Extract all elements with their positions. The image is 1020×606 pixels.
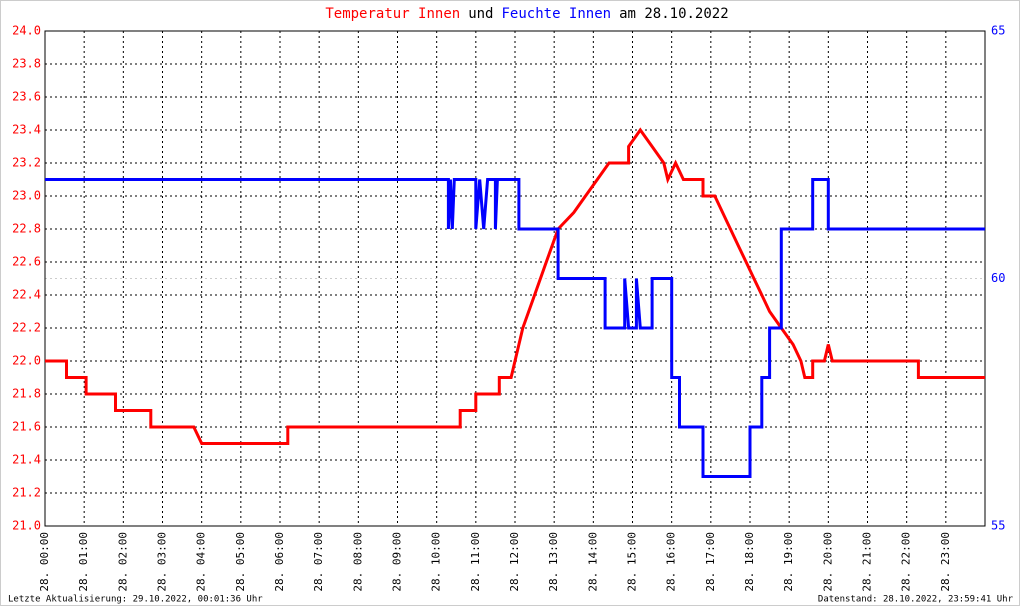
x-tick-label: 28. 16:00	[665, 532, 678, 592]
x-tick-label: 28. 17:00	[704, 532, 717, 592]
x-tick-label: 28. 10:00	[430, 532, 443, 592]
x-tick-label: 28. 02:00	[116, 532, 129, 592]
y-tick-label: 22.4	[12, 288, 41, 302]
y-tick-label: 23.8	[12, 57, 41, 71]
y-tick-label: 22.6	[12, 255, 41, 269]
x-tick-label: 28. 00:00	[38, 532, 51, 592]
y-tick-label: 23.0	[12, 189, 41, 203]
x-tick-label: 28. 08:00	[351, 532, 364, 592]
chart-title: Temperatur Innen und Feuchte Innen am 28.10…	[325, 6, 728, 22]
plot-border	[44, 30, 986, 527]
x-tick-label: 28. 09:00	[391, 532, 404, 592]
footer-right: Datenstand: 28.10.2022, 23:59:41 Uhr	[818, 595, 1014, 605]
y-tick-label: 21.6	[12, 420, 41, 434]
x-tick-label: 28. 05:00	[234, 532, 247, 592]
y2-tick-label: 65	[991, 24, 1005, 38]
y-tick-label: 24.0	[12, 24, 41, 38]
footer-left: Letzte Aktualisierung: 29.10.2022, 00:01…	[8, 595, 263, 605]
title-part: Feuchte Innen	[502, 6, 612, 22]
x-tick-label: 28. 18:00	[743, 532, 756, 592]
y-tick-label: 21.4	[12, 453, 41, 467]
x-tick-label: 28. 15:00	[626, 532, 639, 592]
y-tick-label: 22.0	[12, 354, 41, 368]
y-tick-label: 23.4	[12, 123, 41, 137]
x-tick-label: 28. 22:00	[900, 532, 913, 592]
x-tick-label: 28. 11:00	[469, 532, 482, 592]
y-tick-label: 23.6	[12, 90, 41, 104]
series-line	[45, 178, 985, 478]
y2-tick-label: 60	[991, 271, 1005, 285]
title-part: Temperatur Innen	[325, 6, 460, 22]
y-tick-label: 21.0	[12, 519, 41, 533]
y-tick-label: 21.8	[12, 387, 41, 401]
y-tick-label: 21.2	[12, 486, 41, 500]
x-tick-label: 28. 20:00	[821, 532, 834, 592]
x-tick-label: 28. 06:00	[273, 532, 286, 592]
y-tick-label: 22.2	[12, 321, 41, 335]
title-part: und	[468, 6, 493, 22]
x-tick-label: 28. 12:00	[508, 532, 521, 592]
y2-tick-label: 55	[991, 519, 1005, 533]
x-tick-label: 28. 04:00	[195, 532, 208, 592]
x-tick-label: 28. 03:00	[156, 532, 169, 592]
x-tick-label: 28. 23:00	[939, 532, 952, 592]
x-tick-label: 28. 01:00	[77, 532, 90, 592]
x-tick-label: 28. 19:00	[782, 532, 795, 592]
x-tick-label: 28. 13:00	[547, 532, 560, 592]
title-part: am 28.10.2022	[619, 6, 729, 22]
x-tick-label: 28. 14:00	[586, 532, 599, 592]
x-tick-label: 28. 21:00	[861, 532, 874, 592]
series-line	[45, 127, 985, 445]
y-tick-label: 23.2	[12, 156, 41, 170]
y-tick-label: 22.8	[12, 222, 41, 236]
x-tick-label: 28. 07:00	[312, 532, 325, 592]
